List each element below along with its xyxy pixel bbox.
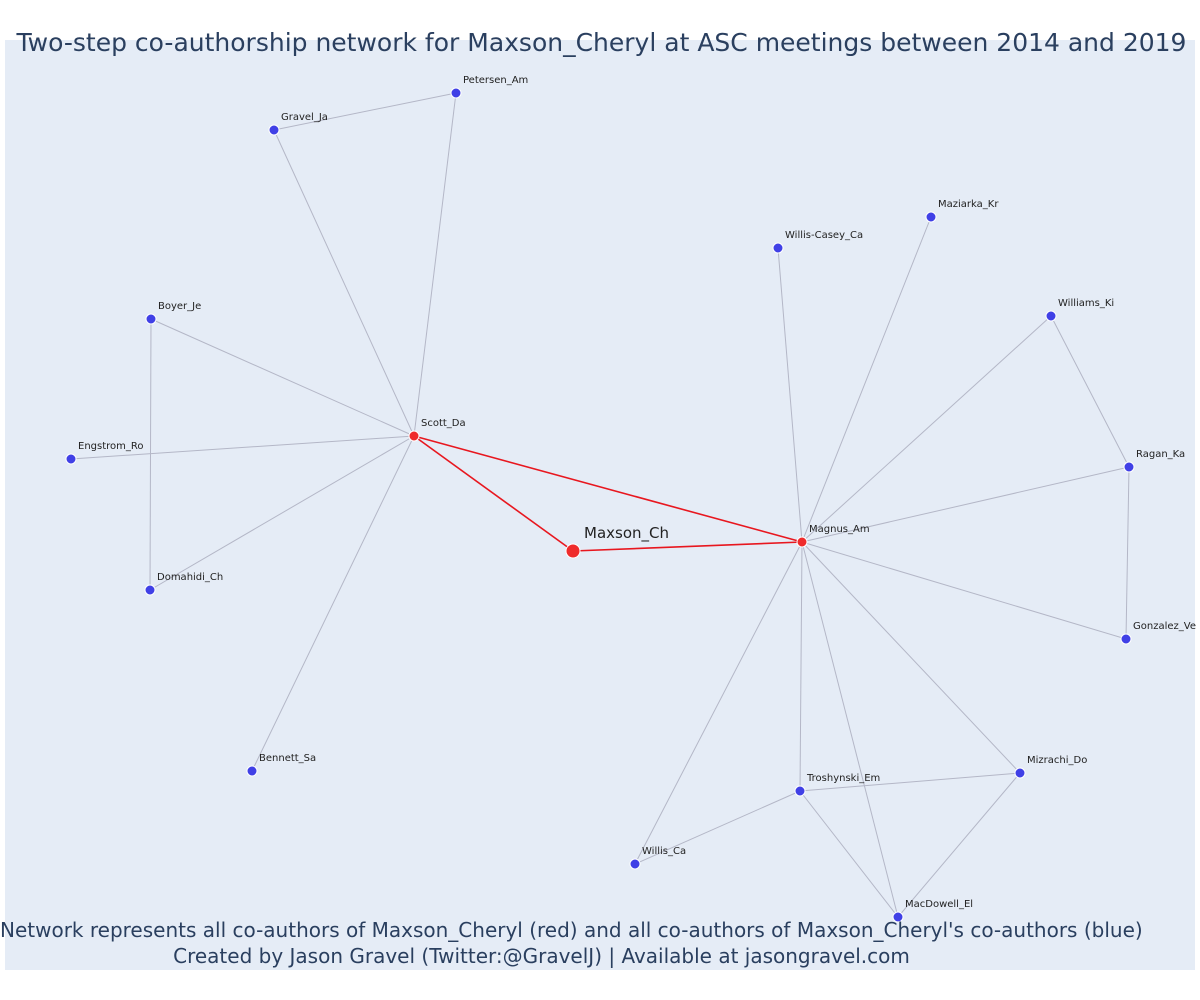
edge-Magnus_Am-Mizrachi_Do (801, 541, 1021, 774)
edge-Maxson_Ch-Magnus_Am (572, 541, 803, 552)
node-Mizrachi_Do[interactable] (1014, 767, 1026, 779)
node-Willis-Casey_Ca[interactable] (772, 242, 784, 254)
node-label-Ragan_Ka: Ragan_Ka (1136, 449, 1185, 460)
node-Gravel_Ja[interactable] (268, 124, 280, 136)
edge-Troshynski_Em-Mizrachi_Do (799, 772, 1021, 792)
edge-Gravel_Ja-Petersen_Am (273, 92, 457, 131)
node-Maxson_Ch[interactable] (565, 543, 581, 559)
node-label-Willis_Ca: Willis_Ca (642, 846, 686, 857)
nodes-layer (65, 87, 1135, 923)
node-label-Gravel_Ja: Gravel_Ja (281, 112, 328, 123)
caption-credits: Created by Jason Gravel (Twitter:@Gravel… (173, 944, 910, 968)
edge-Magnus_Am-Maziarka_Kr (801, 216, 932, 543)
node-MacDowell_El[interactable] (892, 911, 904, 923)
chart-title: Two-step co-authorship network for Maxso… (16, 28, 1187, 57)
node-Maziarka_Kr[interactable] (925, 211, 937, 223)
edge-Scott_Da-Domahidi_Ch (149, 435, 415, 591)
node-Engstrom_Ro[interactable] (65, 453, 77, 465)
node-Troshynski_Em[interactable] (794, 785, 806, 797)
node-label-Maxson_Ch: Maxson_Ch (584, 524, 669, 543)
node-Bennett_Sa[interactable] (246, 765, 258, 777)
edge-Mizrachi_Do-MacDowell_El (897, 772, 1021, 918)
node-label-Boyer_Je: Boyer_Je (158, 301, 201, 312)
node-label-Gonzalez_Ve: Gonzalez_Ve (1133, 621, 1196, 632)
node-label-Maziarka_Kr: Maziarka_Kr (938, 199, 999, 210)
node-label-Magnus_Am: Magnus_Am (809, 524, 870, 535)
node-Ragan_Ka[interactable] (1123, 461, 1135, 473)
node-Scott_Da[interactable] (408, 430, 420, 442)
labels-layer: Maxson_Ch Scott_Da Magnus_Am Gravel_Ja Peter… (78, 75, 1196, 910)
edge-Scott_Da-Boyer_Je (150, 318, 415, 437)
node-label-Bennett_Sa: Bennett_Sa (259, 753, 316, 764)
edge-Scott_Da-Engstrom_Ro (70, 435, 415, 460)
edge-Williams_Ki-Ragan_Ka (1050, 315, 1130, 468)
edge-Magnus_Am-Gonzalez_Ve (801, 541, 1127, 640)
edge-Ragan_Ka-Gonzalez_Ve (1125, 466, 1130, 640)
edge-Magnus_Am-MacDowell_El (801, 541, 899, 918)
node-label-Scott_Da: Scott_Da (421, 418, 466, 429)
node-Domahidi_Ch[interactable] (144, 584, 156, 596)
caption-network-description: Network represents all co-authors of Max… (0, 918, 1143, 942)
node-Willis_Ca[interactable] (629, 858, 641, 870)
edge-Scott_Da-Gravel_Ja (273, 129, 415, 437)
node-Gonzalez_Ve[interactable] (1120, 633, 1132, 645)
node-Boyer_Je[interactable] (145, 313, 157, 325)
edge-Magnus_Am-Ragan_Ka (801, 466, 1130, 543)
edge-Scott_Da-Magnus_Am (413, 435, 803, 543)
node-Magnus_Am[interactable] (796, 536, 808, 548)
edge-Scott_Da-Bennett_Sa (251, 435, 415, 772)
edges-layer (70, 92, 1130, 918)
node-label-MacDowell_El: MacDowell_El (905, 899, 973, 910)
edge-Scott_Da-Petersen_Am (413, 92, 457, 437)
node-label-Williams_Ki: Williams_Ki (1058, 298, 1114, 309)
node-label-Petersen_Am: Petersen_Am (463, 75, 528, 86)
edge-Magnus_Am-Willis_Ca (634, 541, 803, 865)
node-label-Troshynski_Em: Troshynski_Em (806, 773, 880, 784)
node-Petersen_Am[interactable] (450, 87, 462, 99)
node-label-Willis-Casey_Ca: Willis-Casey_Ca (785, 230, 863, 241)
edge-Troshynski_Em-MacDowell_El (799, 790, 899, 918)
node-label-Mizrachi_Do: Mizrachi_Do (1027, 755, 1087, 766)
node-label-Domahidi_Ch: Domahidi_Ch (157, 572, 223, 583)
node-label-Engstrom_Ro: Engstrom_Ro (78, 441, 144, 452)
edge-Magnus_Am-Troshynski_Em (799, 541, 803, 792)
edge-Troshynski_Em-Willis_Ca (634, 790, 801, 865)
plot-background (5, 40, 1195, 970)
node-Williams_Ki[interactable] (1045, 310, 1057, 322)
edge-Magnus_Am-Williams_Ki (801, 315, 1052, 543)
edge-Maxson_Ch-Scott_Da (413, 435, 574, 552)
edge-Magnus_Am-Willis-Casey_Ca (777, 247, 803, 543)
edge-Boyer_Je-Domahidi_Ch (149, 318, 152, 591)
